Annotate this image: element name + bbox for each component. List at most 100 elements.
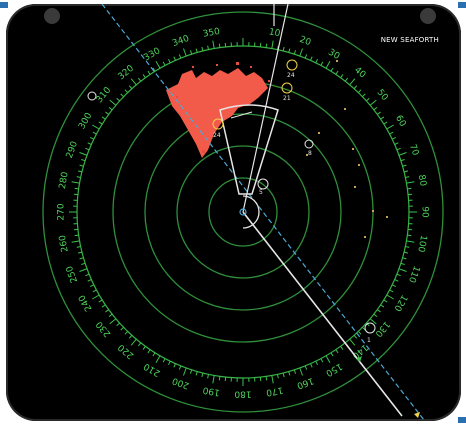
bearing-tick (335, 70, 339, 75)
bearing-tick (101, 304, 106, 308)
range-ring-3 (144, 113, 342, 311)
bearing-tick (277, 374, 279, 379)
sea-clutter (306, 60, 388, 238)
target-t6[interactable]: 1 (364, 322, 376, 344)
bearing-tick (407, 234, 412, 237)
bearing-tick (386, 294, 394, 300)
bearing-tick (120, 93, 124, 98)
bearing-tick (335, 349, 339, 354)
bearing-tick (173, 363, 176, 368)
guard-zone[interactable] (219, 104, 279, 195)
corner-tab-top-right (458, 2, 466, 8)
bearing-tick (87, 279, 92, 282)
bearing-label: 340 (171, 34, 191, 49)
range-ring-outer (42, 11, 444, 413)
bearing-tick (380, 116, 385, 120)
bearing-tick (325, 61, 331, 69)
bearing-tick (389, 289, 394, 293)
bearing-tick (79, 152, 88, 156)
bearing-tick (155, 61, 161, 69)
bearing-label: 220 (116, 342, 136, 361)
bearing-tick (391, 284, 397, 287)
target-label: 8 (308, 150, 312, 157)
bearing-tick (406, 181, 415, 184)
heading-line (101, 4, 425, 421)
bearing-tick (299, 48, 303, 57)
bearing-label: 70 (407, 143, 420, 157)
bearing-tick (212, 40, 215, 49)
corner-tab-bottom-right (458, 417, 466, 423)
bearing-tick (396, 273, 401, 277)
bearing-tick (349, 78, 356, 86)
bearing-tick (402, 164, 407, 167)
bearing-tick (98, 121, 103, 125)
own-ship (239, 195, 260, 229)
bearing-tick (398, 268, 407, 272)
bearing-tick (315, 58, 318, 64)
bearing-tick (403, 170, 409, 173)
bearing-tick (320, 61, 324, 66)
bearing-tick (142, 74, 146, 78)
bearing-tick (340, 74, 344, 78)
bearing-tick (71, 240, 80, 243)
target-t1[interactable]: 24 (286, 59, 298, 79)
target-t5[interactable]: 5 (257, 178, 269, 196)
bearing-tick (137, 342, 142, 347)
bearing-label: 330 (142, 46, 162, 63)
bearing-tick (128, 335, 133, 339)
electronic-bearing-line[interactable] (242, 4, 289, 213)
bearing-tick (79, 257, 84, 260)
corner-dot-top-right (420, 8, 436, 24)
bearing-label: 60 (393, 114, 408, 129)
radar-display[interactable]: 340 350 10 20 30 40 50 60 70 80 90 100 110 120 130 140 1… (6, 4, 461, 421)
vector-arrow-end (414, 412, 420, 418)
target-t2[interactable]: 21 (281, 82, 293, 102)
bearing-tick (137, 77, 142, 82)
bearing-tick (155, 355, 161, 363)
bearing-tick (406, 240, 415, 243)
bearing-label: 350 (202, 27, 221, 40)
bearing-tick (357, 89, 362, 93)
bearing-tick (108, 313, 113, 318)
target-t4[interactable]: 8 (304, 139, 314, 157)
bearing-tick (293, 50, 297, 55)
bearing-tick (265, 43, 268, 48)
bearing-label: 90 (420, 206, 430, 218)
bearing-label: 180 (234, 389, 251, 399)
target-t3[interactable]: 24 (212, 118, 224, 139)
bearing-tick (369, 99, 377, 106)
bearing-label: 250 (65, 264, 80, 284)
bearing-tick (299, 367, 303, 376)
bearing-label: 80 (416, 174, 428, 187)
bearing-tick (92, 124, 100, 130)
bearing-tick (162, 61, 166, 66)
bearing-label: 110 (406, 264, 421, 284)
bearing-tick (405, 246, 410, 248)
bearing-tick (152, 67, 156, 72)
bearing-tick (87, 142, 92, 145)
target-left[interactable] (87, 91, 97, 101)
bearing-label: 150 (324, 361, 344, 378)
bearing-tick (340, 346, 344, 350)
guard-zone-inner (230, 111, 253, 119)
bearing-tick (85, 147, 90, 151)
bearing-tick (402, 257, 407, 260)
bearing-tick (288, 371, 291, 376)
bearing-tick (325, 355, 331, 363)
bearing-tick (178, 365, 182, 370)
bearing-label: 160 (295, 375, 315, 390)
bearing-tick (293, 369, 297, 374)
bearing-tick (373, 106, 378, 111)
bearing-tick (76, 246, 81, 248)
bearing-tick (183, 48, 187, 57)
bearing-tick (77, 170, 83, 173)
bearing-tick (400, 158, 405, 162)
bearing-tick (168, 58, 171, 64)
bearing-tick (282, 372, 285, 378)
bearing-tick (76, 176, 81, 178)
bearing-tick (124, 331, 129, 335)
bearing-tick (89, 284, 95, 287)
bearing-tick (373, 313, 378, 318)
bearing-tick (310, 363, 313, 368)
